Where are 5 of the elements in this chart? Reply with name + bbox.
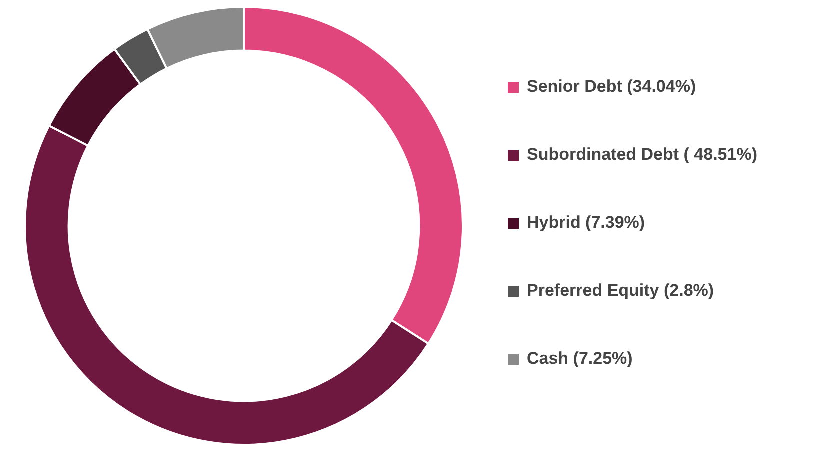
legend-label: Senior Debt (34.04%) xyxy=(527,77,696,97)
legend-label: Subordinated Debt ( 48.51%) xyxy=(527,145,758,165)
legend-label: Preferred Equity (2.8%) xyxy=(527,281,714,301)
legend-label: Cash (7.25%) xyxy=(527,349,633,369)
legend-label: Hybrid (7.39%) xyxy=(527,213,646,233)
